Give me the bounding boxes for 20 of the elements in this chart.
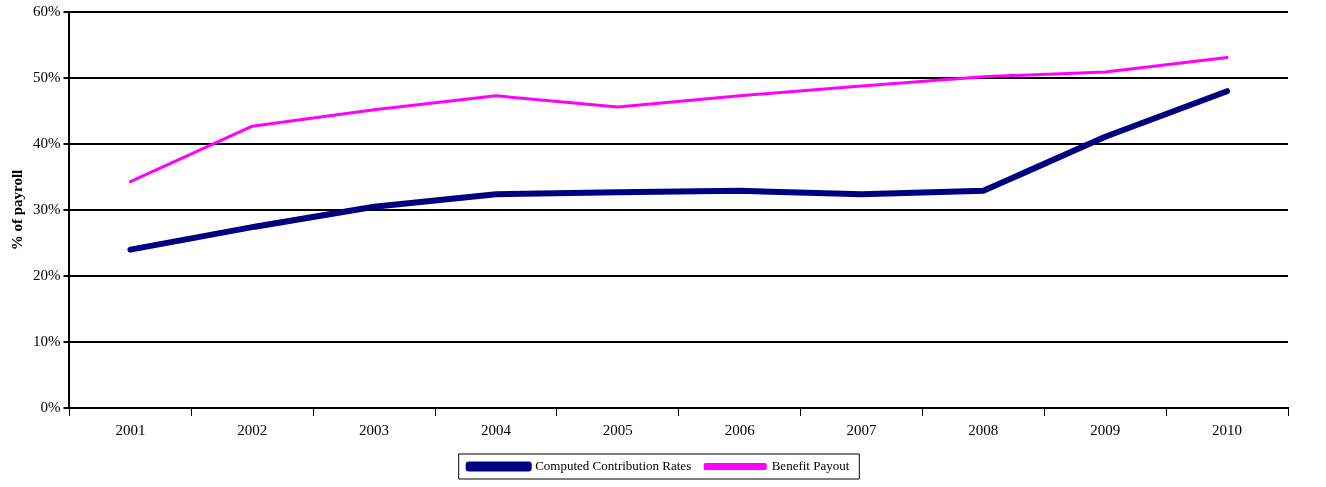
x-tick-label: 2006: [724, 421, 756, 438]
x-tick-label: 2004: [480, 421, 512, 438]
y-tick-label: 0%: [40, 398, 61, 415]
x-tick-label: 2009: [1090, 421, 1121, 438]
x-tick-label: 2007: [846, 421, 878, 438]
x-tick-label: 2010: [1212, 421, 1243, 438]
x-tick-label: 2005: [602, 421, 633, 438]
y-tick-label: 10%: [33, 332, 61, 349]
y-tick-label: 30%: [33, 200, 61, 217]
y-tick-label: 20%: [33, 266, 61, 283]
legend-label: Computed Contribution Rates: [535, 457, 692, 473]
legend-label: Benefit Payout: [771, 457, 850, 473]
x-tick-label: 2008: [968, 421, 999, 438]
x-tick-label: 2002: [237, 421, 268, 438]
x-tick-label: 2001: [115, 421, 146, 438]
y-tick-label: 60%: [33, 2, 61, 19]
y-tick-label: 40%: [33, 134, 61, 151]
y-axis-title: % of payroll: [8, 169, 25, 251]
y-tick-label: 50%: [33, 68, 61, 85]
x-tick-label: 2003: [359, 421, 390, 438]
